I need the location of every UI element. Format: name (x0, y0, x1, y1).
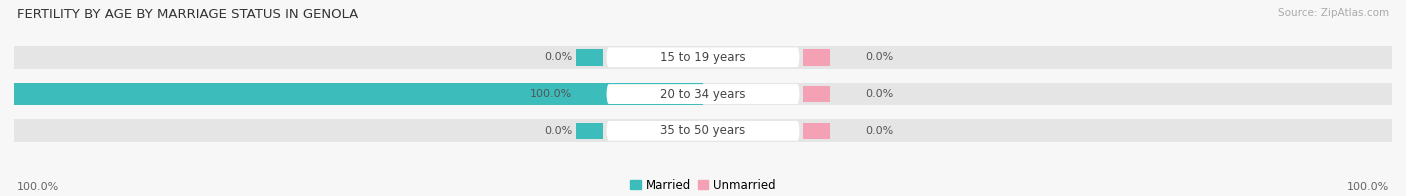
Legend: Married, Unmarried: Married, Unmarried (630, 179, 776, 192)
Bar (803, 123, 831, 139)
Bar (803, 86, 831, 102)
Text: 20 to 34 years: 20 to 34 years (661, 88, 745, 101)
FancyBboxPatch shape (606, 84, 800, 104)
Bar (575, 123, 603, 139)
Text: 100.0%: 100.0% (17, 182, 59, 192)
FancyBboxPatch shape (606, 47, 800, 67)
Bar (803, 49, 831, 65)
Bar (575, 49, 603, 65)
Bar (14, 83, 703, 105)
FancyBboxPatch shape (606, 121, 800, 141)
Text: 0.0%: 0.0% (544, 52, 572, 62)
Text: 0.0%: 0.0% (544, 126, 572, 136)
Text: 100.0%: 100.0% (530, 89, 572, 99)
Bar (14, 83, 1392, 105)
Text: 100.0%: 100.0% (1347, 182, 1389, 192)
Bar (575, 86, 603, 102)
Text: Source: ZipAtlas.com: Source: ZipAtlas.com (1278, 8, 1389, 18)
Text: 35 to 50 years: 35 to 50 years (661, 124, 745, 137)
Text: 15 to 19 years: 15 to 19 years (661, 51, 745, 64)
Text: 0.0%: 0.0% (865, 52, 893, 62)
Bar (14, 46, 1392, 69)
Text: 0.0%: 0.0% (865, 89, 893, 99)
Bar (14, 119, 1392, 142)
Text: 0.0%: 0.0% (865, 126, 893, 136)
Text: FERTILITY BY AGE BY MARRIAGE STATUS IN GENOLA: FERTILITY BY AGE BY MARRIAGE STATUS IN G… (17, 8, 359, 21)
